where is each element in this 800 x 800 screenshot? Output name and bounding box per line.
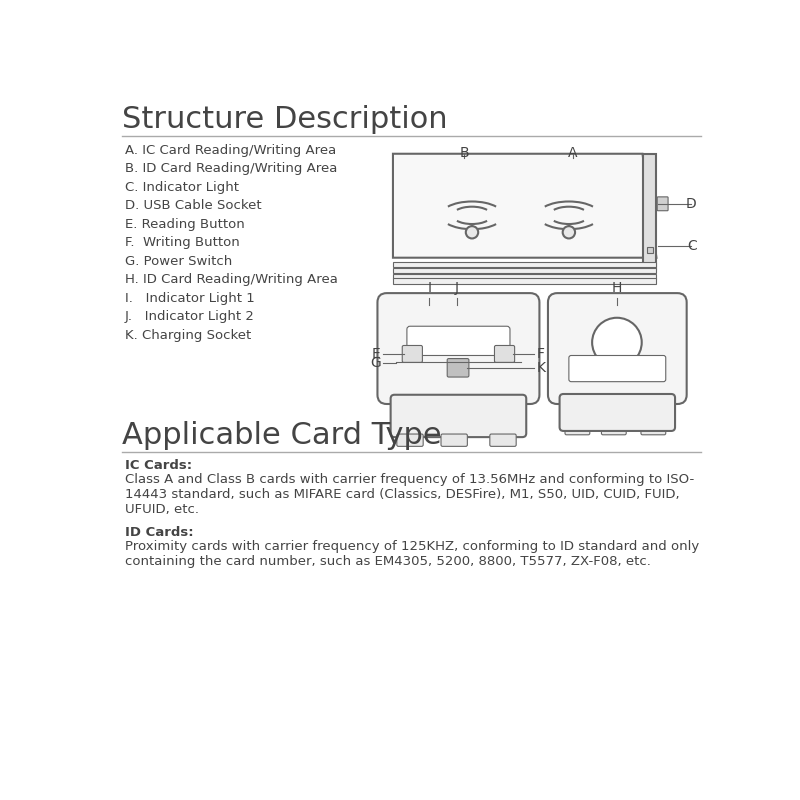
FancyBboxPatch shape: [494, 346, 514, 362]
Text: J.   Indicator Light 2: J. Indicator Light 2: [125, 310, 254, 323]
Text: C. Indicator Light: C. Indicator Light: [125, 181, 239, 194]
Text: H: H: [612, 281, 622, 294]
Text: Structure Description: Structure Description: [122, 106, 447, 134]
Text: B: B: [459, 146, 469, 160]
Text: Class A and Class B cards with carrier frequency of 13.56MHz and conforming to I: Class A and Class B cards with carrier f…: [125, 474, 694, 516]
Circle shape: [562, 226, 575, 238]
Circle shape: [592, 318, 642, 367]
FancyBboxPatch shape: [447, 358, 469, 377]
Text: G. Power Switch: G. Power Switch: [125, 254, 232, 268]
FancyBboxPatch shape: [390, 394, 526, 437]
Text: K: K: [536, 361, 546, 375]
FancyBboxPatch shape: [658, 197, 668, 210]
Text: I: I: [427, 281, 431, 294]
Text: B. ID Card Reading/Writing Area: B. ID Card Reading/Writing Area: [125, 162, 337, 175]
Text: J: J: [454, 281, 458, 294]
Text: A: A: [568, 146, 578, 160]
Polygon shape: [393, 274, 657, 279]
Text: G: G: [370, 356, 381, 370]
Polygon shape: [393, 262, 657, 267]
Text: I.   Indicator Light 1: I. Indicator Light 1: [125, 291, 254, 305]
Text: E: E: [372, 347, 381, 361]
Text: A. IC Card Reading/Writing Area: A. IC Card Reading/Writing Area: [125, 144, 336, 157]
FancyBboxPatch shape: [407, 326, 510, 355]
Text: IC Cards:: IC Cards:: [125, 459, 192, 473]
Text: Applicable Card Type: Applicable Card Type: [122, 421, 442, 450]
Text: K. Charging Socket: K. Charging Socket: [125, 329, 251, 342]
Text: F: F: [536, 347, 544, 361]
Text: ID Cards:: ID Cards:: [125, 526, 194, 538]
FancyBboxPatch shape: [548, 293, 686, 404]
Text: E. Reading Button: E. Reading Button: [125, 218, 245, 230]
Polygon shape: [393, 268, 657, 273]
Text: D: D: [686, 197, 697, 211]
FancyBboxPatch shape: [565, 422, 590, 435]
FancyBboxPatch shape: [397, 434, 423, 446]
FancyBboxPatch shape: [402, 346, 422, 362]
Text: C: C: [687, 239, 697, 253]
Polygon shape: [393, 154, 657, 258]
Polygon shape: [642, 154, 657, 270]
FancyBboxPatch shape: [602, 422, 626, 435]
Circle shape: [466, 226, 478, 238]
FancyBboxPatch shape: [569, 355, 666, 382]
Text: Proximity cards with carrier frequency of 125KHZ, conforming to ID standard and : Proximity cards with carrier frequency o…: [125, 539, 699, 567]
Text: D. USB Cable Socket: D. USB Cable Socket: [125, 199, 262, 212]
FancyBboxPatch shape: [559, 394, 675, 431]
FancyBboxPatch shape: [378, 293, 539, 404]
FancyBboxPatch shape: [441, 434, 467, 446]
FancyBboxPatch shape: [490, 434, 516, 446]
Text: F.  Writing Button: F. Writing Button: [125, 236, 239, 249]
Polygon shape: [393, 278, 657, 284]
Text: H. ID Card Reading/Writing Area: H. ID Card Reading/Writing Area: [125, 273, 338, 286]
FancyBboxPatch shape: [641, 422, 666, 435]
